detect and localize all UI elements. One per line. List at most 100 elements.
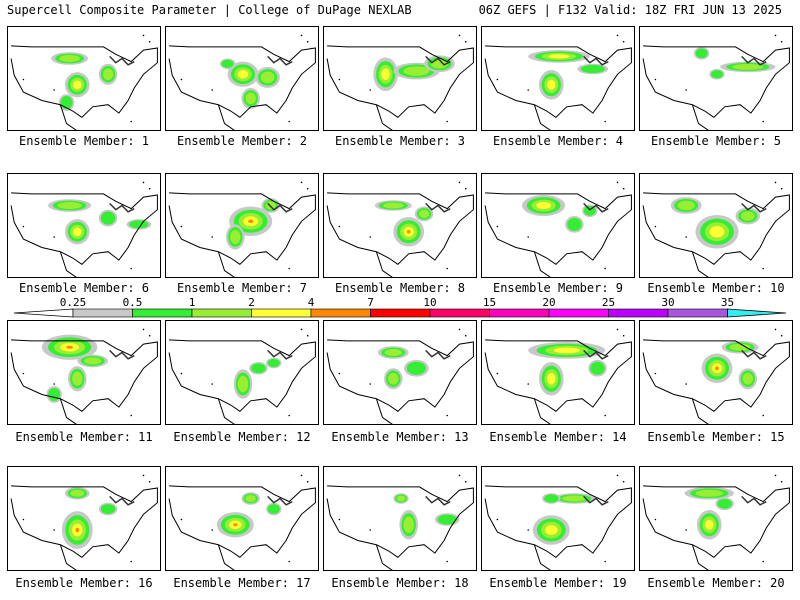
coastline-outline (642, 45, 790, 118)
scp-contour-blob (126, 219, 152, 230)
us-map (168, 328, 316, 424)
colorbar-tick-label: 0.5 (123, 296, 143, 309)
great-lakes (109, 349, 135, 360)
scp-contour-blob (414, 206, 434, 222)
island-mark (22, 372, 25, 375)
scp-contour-blob (98, 63, 118, 85)
island-mark (338, 78, 341, 81)
scp-contour-blob (226, 224, 245, 250)
island-mark (446, 120, 448, 123)
scp-contour-blob (715, 497, 734, 511)
scp-contour-blob (721, 340, 759, 354)
island-mark (148, 480, 151, 483)
coastline-outline (168, 485, 316, 558)
ensemble-map-panel (165, 173, 319, 278)
mexico-border (533, 251, 551, 277)
coastline-outline (326, 485, 474, 558)
ensemble-member-label: Ensemble Member: 3 (334, 134, 466, 148)
island-mark (446, 414, 448, 417)
island-mark (458, 34, 461, 37)
coastline-outline (10, 45, 158, 118)
scp-contour-blob (46, 386, 62, 403)
ensemble-map-panel (7, 173, 161, 278)
island-mark (300, 181, 303, 184)
ensemble-map-panel (7, 320, 161, 425)
us-map (326, 328, 474, 424)
scp-contour-blob (670, 197, 702, 214)
ensemble-map-panel (7, 26, 161, 131)
great-lakes (741, 202, 767, 213)
island-mark (780, 40, 783, 43)
ensemble-member-label: Ensemble Member: 14 (489, 430, 627, 444)
island-mark (762, 120, 764, 123)
ensemble-map-panel (165, 466, 319, 571)
island-mark (527, 236, 529, 238)
ensemble-map-panel (7, 466, 161, 571)
scp-contour-blob (393, 217, 425, 247)
colorbar-tick-label: 0.25 (60, 296, 87, 309)
ensemble-member-label: Ensemble Member: 17 (173, 576, 311, 590)
scp-contour-blob (588, 359, 607, 377)
island-mark (22, 518, 25, 521)
colorbar-segment (251, 308, 312, 318)
island-mark (369, 529, 371, 531)
island-mark (616, 34, 619, 37)
island-mark (604, 560, 606, 563)
mexico-border (691, 544, 709, 570)
scp-contour-blob (538, 70, 564, 100)
mexico-border (533, 398, 551, 424)
island-mark (300, 474, 303, 477)
ensemble-map-panel (165, 26, 319, 131)
scp-contour-blob (241, 492, 260, 505)
island-mark (527, 89, 529, 91)
island-mark (762, 267, 764, 270)
ensemble-map-panel (323, 320, 477, 425)
run-valid-time: 06Z GEFS | F132 Valid: 18Z FRI JUN 13 20… (478, 3, 782, 17)
great-lakes (583, 55, 609, 66)
color-scale-legend: 0.25 0.5 1 2 4 7 10 15 20 25 30 35 (13, 296, 787, 318)
colorbar-tick-label: 15 (483, 296, 496, 309)
great-lakes (583, 349, 609, 360)
island-mark (148, 40, 151, 43)
great-lakes (741, 55, 767, 66)
us-map (484, 34, 632, 130)
island-mark (654, 518, 657, 521)
coastline-outline (10, 339, 158, 412)
ensemble-member-label: Ensemble Member: 2 (176, 134, 308, 148)
island-mark (604, 414, 606, 417)
mexico-border (217, 104, 235, 130)
scp-contour-blob (255, 66, 280, 88)
great-lakes (425, 495, 451, 506)
mexico-border (217, 544, 235, 570)
scp-contour-blob (241, 87, 260, 109)
ensemble-member-label: Ensemble Member: 19 (489, 576, 627, 590)
island-mark (130, 414, 132, 417)
scp-contour-blob (266, 502, 282, 516)
ensemble-map-panel (323, 26, 477, 131)
island-mark (142, 181, 145, 184)
island-mark (148, 187, 151, 190)
scp-contour-blob (693, 46, 710, 60)
scp-contour-blob (577, 63, 609, 75)
scp-contour-blob (738, 368, 758, 390)
scp-contour-blob (64, 219, 90, 245)
colorbar-segment (429, 308, 490, 318)
colorbar-segment (132, 308, 193, 318)
ensemble-member-label: Ensemble Member: 18 (331, 576, 469, 590)
island-mark (496, 372, 499, 375)
island-mark (148, 334, 151, 337)
scp-contour-blob (522, 195, 566, 216)
us-map (484, 328, 632, 424)
great-lakes (583, 495, 609, 506)
scp-contour-blob (374, 200, 412, 211)
great-lakes (741, 349, 767, 360)
island-mark (53, 89, 55, 91)
colorbar-segment (370, 308, 431, 318)
us-map (168, 181, 316, 277)
coastline-outline (168, 339, 316, 412)
coastline-outline (642, 485, 790, 558)
ensemble-member-label: Ensemble Member: 5 (650, 134, 782, 148)
ensemble-member-label: Ensemble Member: 11 (15, 430, 153, 444)
us-map (10, 34, 158, 130)
island-mark (53, 236, 55, 238)
